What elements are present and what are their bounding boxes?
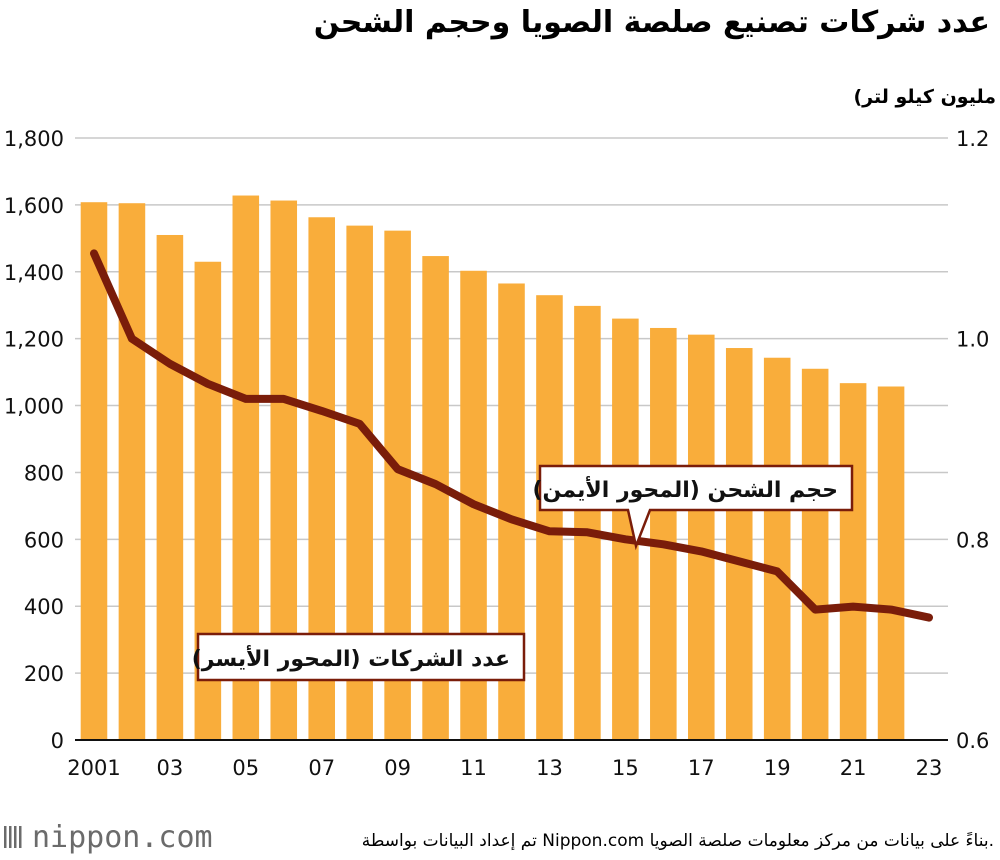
line-point <box>662 543 664 545</box>
bar <box>80 202 108 741</box>
right-tick-label: 1.0 <box>956 328 989 352</box>
x-tick-label: 13 <box>536 756 563 780</box>
left-tick-label: 600 <box>24 528 64 552</box>
callout-bar-series: عدد الشركات (المحور الأيسر) <box>192 632 526 682</box>
bar <box>801 368 829 740</box>
line-point <box>814 609 816 611</box>
bar <box>156 234 184 740</box>
x-tick-label: 07 <box>308 756 335 780</box>
bar <box>763 357 791 740</box>
nippon-logo-mark <box>4 826 22 848</box>
nippon-logo-text: nippon.com <box>32 820 213 855</box>
callout-bar-label: عدد الشركات (المحور الأيسر) <box>192 644 510 672</box>
line-point <box>852 606 854 608</box>
callout-line-label: حجم الشحن (المحور الأيمن) <box>533 475 839 503</box>
right-axis: 0.6 0.8 1.0 1.2 <box>956 127 989 753</box>
bar <box>839 383 867 740</box>
line-point <box>548 530 550 532</box>
right-tick-label: 0.6 <box>956 729 989 753</box>
bar <box>687 334 715 740</box>
left-tick-label: 1,600 <box>4 194 64 218</box>
line-point <box>169 363 171 365</box>
right-tick-label: 0.8 <box>956 528 989 552</box>
line-point <box>890 609 892 611</box>
left-tick-label: 1,400 <box>4 261 64 285</box>
line-point <box>397 468 399 470</box>
bar <box>650 327 677 740</box>
left-tick-label: 1,200 <box>4 328 64 352</box>
bar <box>725 348 753 740</box>
chart-title: عدد شركات تصنيع صلصة الصويا وحجم الشحن <box>314 5 990 40</box>
x-tick-label: 05 <box>232 756 259 780</box>
bar <box>118 203 146 740</box>
x-tick-label: 03 <box>157 756 184 780</box>
bar <box>877 386 905 740</box>
right-tick-label: 1.2 <box>956 127 989 151</box>
line-point <box>93 252 95 254</box>
x-tick-label: 21 <box>840 756 867 780</box>
line-point <box>928 617 930 619</box>
left-tick-label: 1,800 <box>4 127 64 151</box>
right-axis-unit: (مليون كيلو لتر <box>853 86 996 108</box>
line-point <box>700 550 702 552</box>
x-tick-label: 23 <box>916 756 943 780</box>
callout-line-box <box>538 464 854 551</box>
bar <box>536 295 563 740</box>
x-tick-label: 15 <box>612 756 639 780</box>
left-tick-label: 800 <box>24 461 64 485</box>
line-point <box>131 338 133 340</box>
footer: nippon.com تم إعداد البيانات بواسطة Nipp… <box>4 820 994 855</box>
x-tick-label: 2001 <box>67 756 120 780</box>
callout-line-series: حجم الشحن (المحور الأيمن) <box>533 464 854 551</box>
line-series <box>90 249 933 622</box>
left-tick-label: 0 <box>51 729 64 753</box>
line-point <box>207 383 209 385</box>
x-tick-label: 19 <box>764 756 791 780</box>
line-point <box>245 398 247 400</box>
left-tick-label: 1,000 <box>4 395 64 419</box>
left-axis: 0 200 400 600 800 1,000 1,200 1,400 1,600 1,800 <box>4 127 64 753</box>
line-point <box>283 398 285 400</box>
line-point <box>776 570 778 572</box>
x-tick-label: 17 <box>688 756 715 780</box>
left-tick-label: 200 <box>24 662 64 686</box>
line-point <box>359 423 361 425</box>
callout-bar-box <box>196 632 526 682</box>
left-tick-label: 400 <box>24 595 64 619</box>
line-point <box>624 538 626 540</box>
x-axis: 2001 03 05 07 09 11 13 15 17 19 21 23 <box>67 756 942 780</box>
x-tick-label: 11 <box>460 756 487 780</box>
x-tick-label: 09 <box>384 756 411 780</box>
line-point <box>738 560 740 562</box>
line-point <box>473 503 475 505</box>
line-point <box>586 531 588 533</box>
source-note: تم إعداد البيانات بواسطة Nippon.com بناء… <box>362 831 994 851</box>
bar <box>574 305 601 740</box>
line-point <box>321 410 323 412</box>
line-point <box>511 518 512 520</box>
line-point <box>435 483 437 485</box>
